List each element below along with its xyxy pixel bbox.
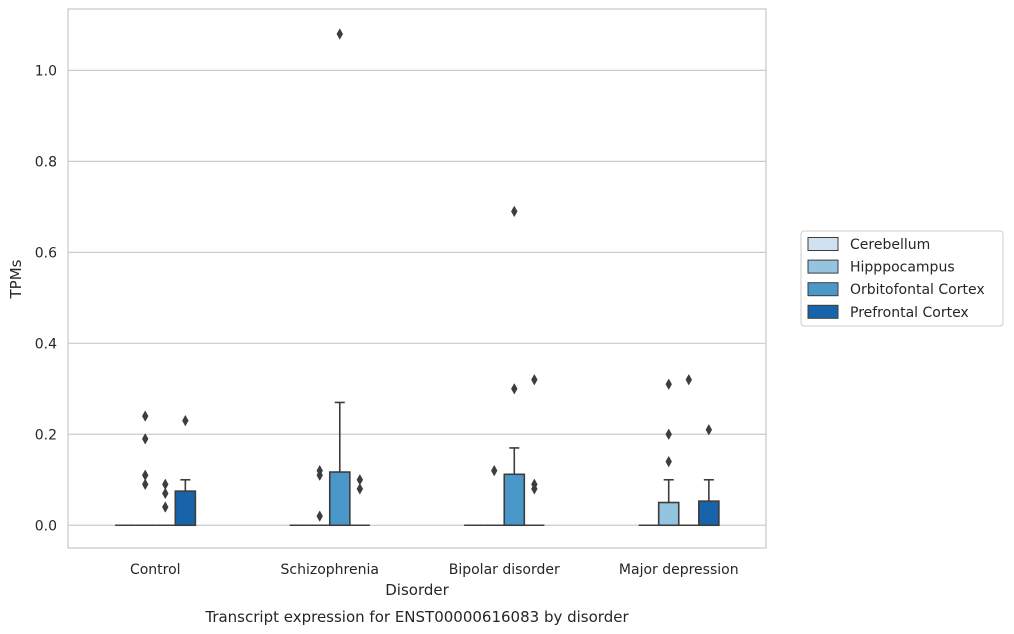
y-axis-label: TPMs [7,259,25,299]
legend-label: Hipppocampus [850,260,955,276]
outlier-marker [162,501,169,513]
box-1-2 [484,464,505,527]
y-axis-ticks: 0.0 0.2 0.4 0.6 0.8 1.0 [35,63,57,534]
plot-area-frame [67,8,767,549]
outlier-marker [531,373,538,386]
x-tick-label: Bipolar disorder [449,562,560,578]
outlier-marker [511,383,518,395]
outlier-marker [141,433,149,445]
outlier-marker [490,464,498,477]
outlier-marker [531,483,538,495]
box-series [115,28,720,527]
box-2-0 [155,478,176,527]
y-tick-label: 1.0 [35,63,57,79]
box-3-3 [698,423,720,527]
legend: Cerebellum Hipppocampus Orbitofontal Corte… [800,230,1004,327]
legend-swatch [807,237,839,251]
outlier-marker [162,487,169,500]
y-tick-label: 0.2 [35,427,57,443]
box-3-2 [524,373,545,527]
chart-caption: Transcript expression for ENST0000061608… [204,608,629,626]
box-1-1 [309,464,330,527]
box-2-3 [678,373,699,527]
outlier-marker [182,414,189,427]
box-body [328,471,351,527]
outlier-marker [705,423,713,436]
y-tick-label: 0.8 [35,154,57,170]
x-tick-label: Major depression [619,562,739,578]
outlier-marker [665,428,672,441]
legend-label: Cerebellum [850,237,930,253]
outlier-marker [665,455,672,468]
box-1-0 [135,410,156,527]
box-1-3 [657,378,680,527]
x-axis-ticks: Control Schizophrenia Bipolar disorder Majo… [130,562,739,578]
box-2-2 [503,205,526,527]
outlier-marker [511,205,518,218]
box-2-1 [328,28,351,527]
legend-swatch [807,304,839,319]
legend-swatch [807,259,839,274]
y-tick-label: 0.0 [35,518,57,534]
box-body [657,501,680,527]
outlier-marker [356,483,364,495]
grid-lines [68,69,766,526]
box-body [174,490,197,527]
box-body [698,500,720,527]
legend-swatch [807,282,839,297]
x-tick-label: Schizophrenia [281,562,379,578]
y-tick-label: 0.4 [35,336,57,352]
legend-label: Prefrontal Cortex [850,305,969,321]
x-tick-label: Control [130,562,181,578]
x-axis-label: Disorder [385,581,449,599]
outlier-marker [336,28,344,40]
outlier-marker [685,373,693,386]
outlier-marker [141,478,149,491]
box-3-1 [349,474,370,527]
y-tick-label: 0.6 [35,245,57,261]
legend-frame [800,230,1004,327]
outlier-marker [665,378,672,391]
outlier-marker [141,410,149,422]
box-body [503,473,526,527]
legend-label: Orbitofontal Cortex [850,282,985,298]
outlier-marker [316,510,323,522]
outlier-marker [316,469,323,481]
box-3-0 [174,414,197,527]
